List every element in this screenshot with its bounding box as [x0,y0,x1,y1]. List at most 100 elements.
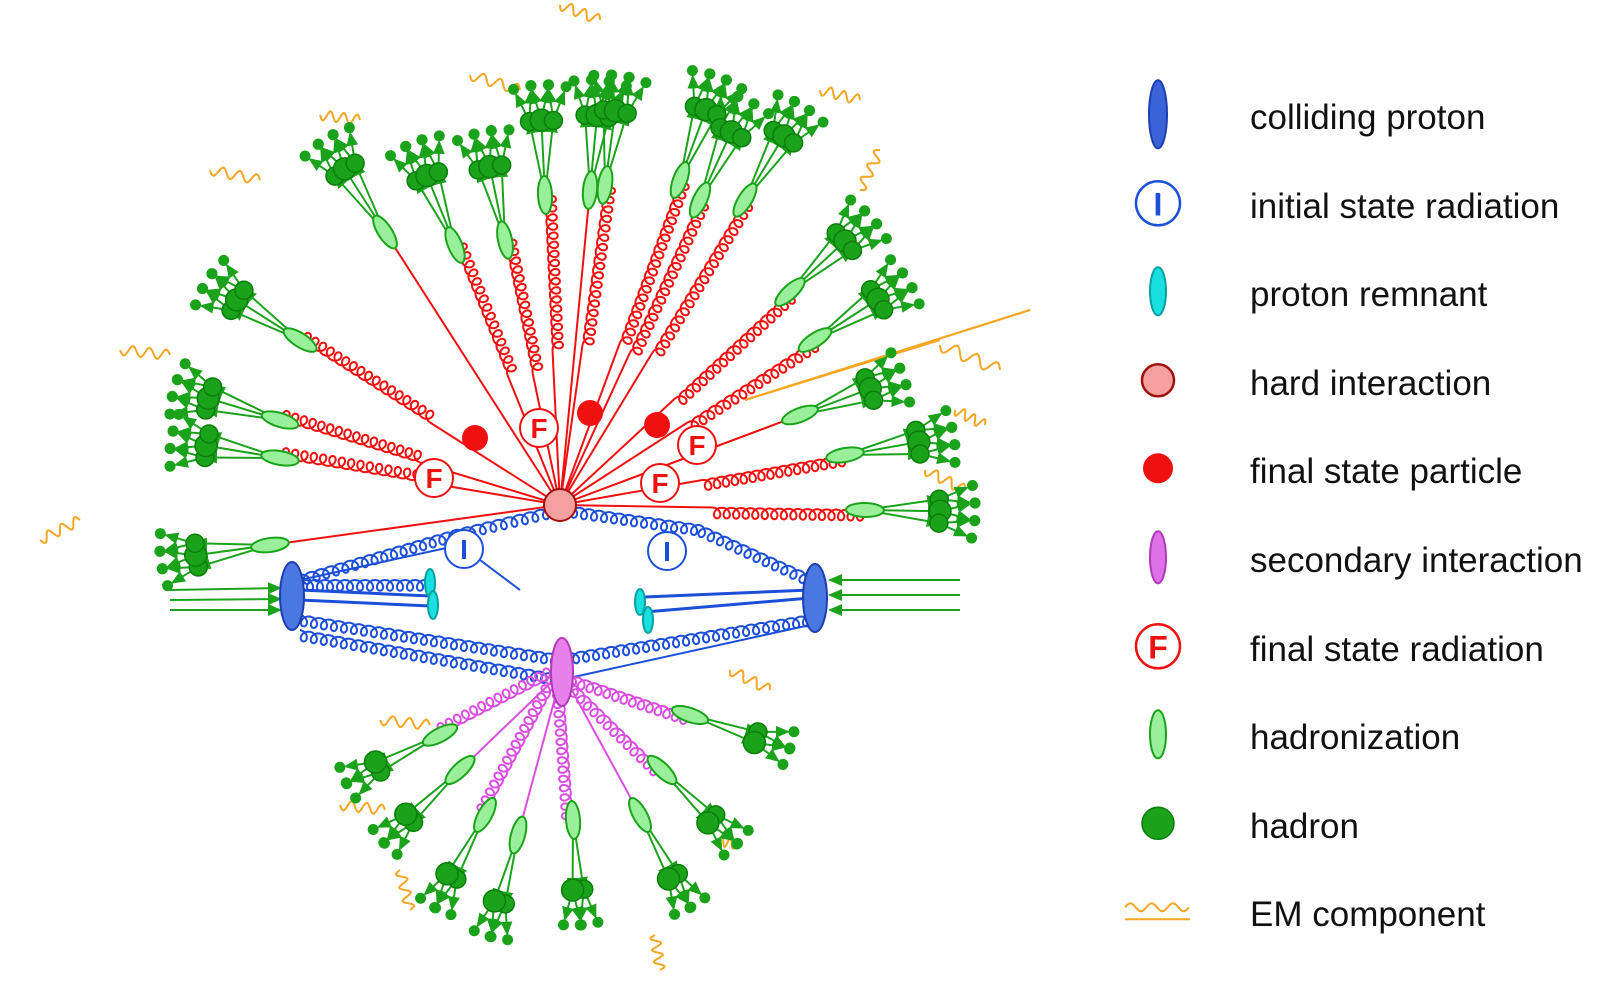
em-wave [649,934,666,971]
hadron-arrow [169,582,282,595]
gluon-line [560,614,811,666]
legend-label: colliding proton [1250,98,1486,137]
hadron [623,71,635,83]
hadronization-blob [732,182,758,218]
hadronization-blob [372,214,398,250]
proton-line [559,624,811,681]
hadron [164,408,176,420]
final-state-line [429,421,561,506]
hadron [485,125,497,137]
hadron [896,267,908,279]
hadron [783,133,804,153]
legend-item: proton remnant [1120,247,1620,336]
gluon-line [436,663,563,736]
gluon-line [559,671,691,725]
proton-remnant-icon [1149,266,1167,317]
colliding-proton [279,561,305,631]
hadron [394,802,418,827]
hadron [430,902,442,914]
hadronization-blob [781,404,819,426]
legend-label: hadronization [1250,718,1461,758]
em-wave [559,2,601,23]
hadron [568,75,580,87]
final-state-particle [644,412,670,438]
final-state-particle-icon [1143,453,1173,484]
final-state-line [559,189,591,506]
em-wave [319,110,361,125]
proton-line [299,588,431,598]
hadron [428,162,449,182]
hadron [699,892,711,904]
gluon-line [544,194,565,351]
hadron [367,823,379,835]
hadron [164,460,176,472]
hadron [946,421,958,433]
secondary-interaction-icon [1149,530,1167,585]
legend-label: secondary interaction [1250,540,1583,580]
hadron [880,233,892,245]
hadronization-blob [496,220,514,260]
hadron [913,298,925,310]
final-state-particle-icon [1143,453,1173,484]
hadron [468,128,480,140]
gluon-line [304,578,426,592]
hadron [154,528,166,540]
hadron [378,837,390,849]
final-state-line [559,344,584,506]
em-wave [39,516,81,544]
final-state-line [559,352,631,506]
hadronization-blob [444,226,466,264]
isr-marker-label: I [460,534,468,565]
hadron [885,254,897,266]
hadron [859,205,871,217]
legend-item: hadron [1120,779,1620,868]
hadronization-blob [646,754,678,786]
hadron [900,379,912,391]
fsr-marker [519,408,559,448]
hadron [350,792,362,804]
hadron [435,862,459,886]
hadron [704,68,716,80]
hadron-arrow [169,593,282,606]
initial-state-radiation-icon-glyph: I [1154,186,1163,222]
hadron [343,122,355,134]
legend-label: hard interaction [1250,363,1492,403]
hadron [173,408,185,420]
hadron [885,347,897,359]
hadron [154,545,166,557]
final-state-line [269,504,561,546]
final-state-line [559,479,703,506]
secondary-interaction-icon [1149,530,1167,585]
proton-line [644,596,811,614]
hadron [202,377,223,397]
hadronization-blob [596,165,614,205]
hadronization-blob [250,536,290,554]
final-state-radiation-icon-glyph: F [1148,629,1168,665]
hadron [669,908,681,920]
hadron [179,358,191,370]
hadron [929,513,949,533]
em-wave [379,715,431,730]
hadron [894,362,906,374]
hadron [588,69,600,81]
em-wave [924,469,966,491]
proton-remnant-icon [1149,266,1167,317]
hadron-icon [1141,806,1175,840]
final-state-particle [462,425,488,451]
em-wave [859,149,881,191]
hadron [788,726,800,738]
hadron [803,105,815,117]
hadron [451,135,463,147]
hadron [949,456,961,468]
hadron [196,283,208,295]
legend-label: proton remnant [1250,275,1488,315]
hadron [491,155,512,175]
hadron [345,153,365,173]
hadron [906,282,918,294]
gluon-line [651,199,754,357]
hadronization-blob [669,161,691,199]
proton-line [299,598,431,608]
hadron [842,240,863,261]
hadron [299,150,311,162]
gluon-line [279,410,422,464]
